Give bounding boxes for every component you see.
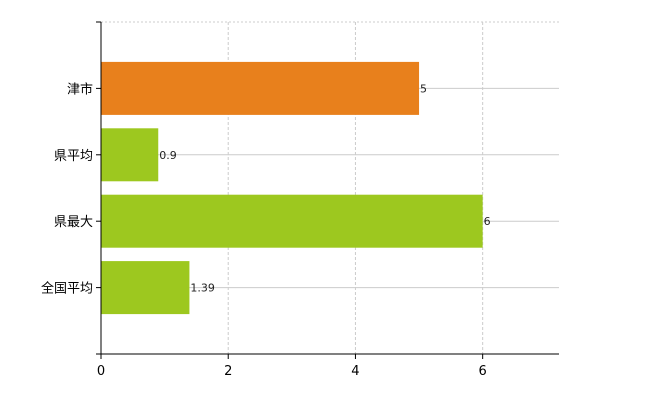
category-label: 全国平均 xyxy=(41,281,93,297)
x-tick-label: 2 xyxy=(224,364,232,379)
data-label: 0.9 xyxy=(159,149,177,162)
x-tick-label: 0 xyxy=(97,364,105,379)
bar xyxy=(101,261,190,315)
bar xyxy=(101,194,483,248)
bar xyxy=(101,128,159,182)
category-label: 津市 xyxy=(67,81,93,97)
category-label: 県平均 xyxy=(54,149,93,164)
data-label: 6 xyxy=(484,215,491,228)
category-label: 県最大 xyxy=(54,215,93,230)
x-tick-label: 4 xyxy=(351,364,359,379)
bar xyxy=(101,61,420,115)
x-tick-label: 6 xyxy=(479,364,487,379)
data-label: 1.39 xyxy=(190,282,215,295)
data-label: 5 xyxy=(420,82,427,95)
